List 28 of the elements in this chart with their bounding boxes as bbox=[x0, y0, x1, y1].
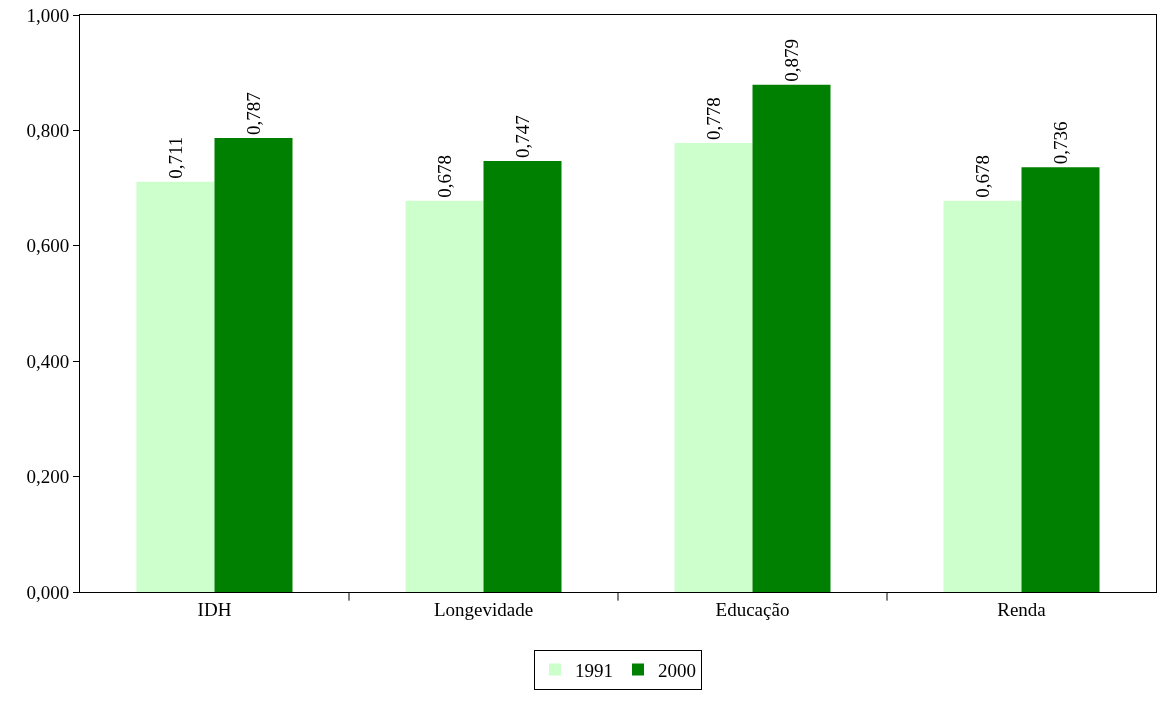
data-label: 0,678 bbox=[971, 155, 993, 198]
bar bbox=[1021, 167, 1100, 592]
bar bbox=[405, 200, 484, 592]
bar bbox=[483, 160, 562, 592]
bar bbox=[214, 137, 293, 592]
bar bbox=[752, 84, 831, 592]
y-tick-label: 1,000 bbox=[26, 4, 70, 26]
y-tick-label: 0,200 bbox=[26, 466, 70, 488]
x-tick-label: IDH bbox=[197, 598, 232, 620]
y-tick-label: 0,000 bbox=[26, 581, 70, 603]
data-label: 0,879 bbox=[781, 39, 803, 82]
bar bbox=[674, 143, 753, 592]
data-label: 0,787 bbox=[243, 92, 265, 135]
x-tick-label: Longevidade bbox=[433, 598, 534, 620]
legend-label: 1991 bbox=[575, 659, 613, 681]
data-label: 0,678 bbox=[433, 155, 455, 198]
data-label: 0,778 bbox=[702, 97, 724, 141]
data-label: 0,711 bbox=[164, 136, 186, 179]
y-tick-label: 0,600 bbox=[26, 235, 70, 257]
bar bbox=[943, 200, 1022, 592]
bar bbox=[136, 181, 215, 592]
x-tick-label: Renda bbox=[997, 598, 1047, 620]
y-tick-label: 0,400 bbox=[26, 350, 70, 372]
x-tick-label: Educação bbox=[715, 598, 790, 620]
data-label: 0,747 bbox=[512, 115, 534, 158]
data-label: 0,736 bbox=[1050, 121, 1072, 165]
legend-label: 2000 bbox=[658, 659, 696, 681]
y-tick-label: 0,800 bbox=[26, 120, 70, 142]
